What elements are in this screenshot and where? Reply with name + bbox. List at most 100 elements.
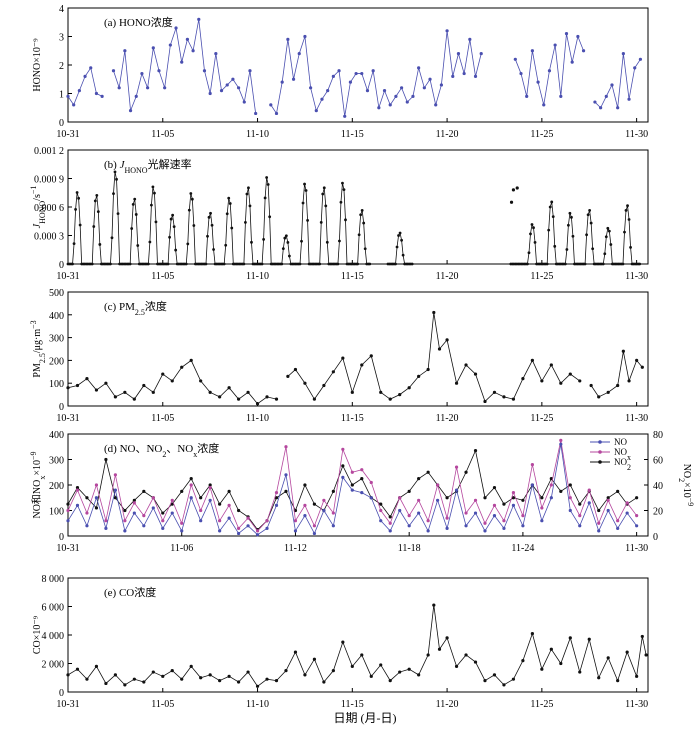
data-point (606, 508, 610, 513)
data-point (363, 247, 367, 251)
data-point (113, 395, 117, 399)
panel-title: (c) PM2.5浓度 (104, 299, 167, 317)
data-point (74, 208, 77, 211)
text-part: J (32, 223, 43, 228)
data-point (185, 37, 190, 41)
legend-marker (598, 450, 602, 454)
data-point (644, 653, 648, 657)
data-point (341, 464, 345, 468)
text-part: x (38, 476, 47, 480)
data-point (360, 209, 364, 212)
data-point (227, 196, 231, 200)
data-point (627, 97, 631, 101)
data-point (417, 66, 421, 70)
data-point (95, 193, 99, 197)
data-point (529, 232, 532, 236)
data-point (265, 526, 269, 530)
y2-tick-label: 80 (653, 430, 663, 441)
data-point (417, 374, 421, 378)
data-point (90, 262, 94, 266)
data-point (341, 447, 345, 451)
data-point (161, 511, 165, 515)
data-point (357, 233, 361, 237)
data-point (589, 383, 593, 388)
data-point (536, 80, 540, 84)
data-point (113, 170, 117, 174)
data-point (75, 667, 80, 671)
series-main (66, 603, 648, 688)
data-point (189, 192, 193, 195)
data-point (72, 103, 76, 107)
data-point (633, 66, 637, 70)
x-tick-label: 11-18 (398, 543, 421, 554)
data-point (314, 109, 318, 113)
data-point (134, 94, 138, 98)
data-point (132, 677, 136, 681)
text-part: ×10 (681, 482, 692, 498)
data-point (437, 347, 442, 351)
data-point (66, 508, 70, 513)
x-tick-label: 11-20 (436, 413, 459, 424)
data-point (407, 524, 411, 528)
data-point (371, 69, 375, 73)
data-point (609, 243, 613, 246)
data-point (405, 100, 409, 104)
data-point (377, 106, 381, 110)
data-point (338, 239, 341, 243)
data-point (394, 94, 398, 98)
data-point (533, 241, 537, 244)
data-point (526, 262, 529, 266)
data-point (511, 503, 516, 507)
data-point (379, 508, 383, 513)
legend-marker (598, 440, 602, 444)
text-part: −9 (29, 451, 38, 460)
data-point (66, 386, 70, 390)
data-point (578, 502, 582, 506)
data-point (597, 508, 601, 513)
data-point (286, 241, 290, 244)
data-point (549, 496, 553, 500)
data-point (218, 679, 222, 683)
data-point (342, 188, 346, 192)
data-point (369, 674, 373, 678)
series-line (67, 605, 647, 687)
data-point (479, 52, 483, 56)
series-main (66, 310, 644, 406)
data-point (94, 664, 99, 668)
data-point (142, 680, 146, 684)
data-point (293, 519, 298, 523)
data-point (638, 57, 643, 61)
series-no (66, 442, 639, 537)
data-point (616, 489, 620, 493)
data-point (77, 196, 81, 200)
data-point (75, 383, 80, 388)
data-point (123, 508, 127, 513)
data-point (616, 383, 620, 388)
x-tick-label: 11-15 (341, 129, 364, 140)
data-point (521, 514, 525, 518)
text-part: x (627, 453, 631, 462)
data-point (208, 498, 212, 502)
data-point (291, 77, 296, 81)
data-point (134, 213, 138, 216)
data-point (625, 650, 629, 654)
x-tick-label: 10-31 (56, 543, 79, 554)
data-point (410, 262, 414, 266)
x-tick-label: 11-15 (341, 699, 364, 710)
data-point (638, 262, 642, 266)
data-point (324, 204, 328, 208)
data-point (356, 262, 360, 266)
data-point (246, 670, 250, 674)
data-point (281, 247, 285, 250)
data-point (225, 83, 229, 87)
data-point (151, 506, 155, 510)
data-point (219, 89, 224, 93)
data-point (268, 215, 272, 219)
data-point (576, 34, 580, 39)
data-point (322, 680, 326, 684)
data-point (606, 390, 610, 394)
data-point (189, 358, 193, 362)
data-point (625, 501, 629, 505)
y-axis-label: CO×10⁻⁹ (32, 615, 43, 654)
data-point (104, 457, 108, 462)
